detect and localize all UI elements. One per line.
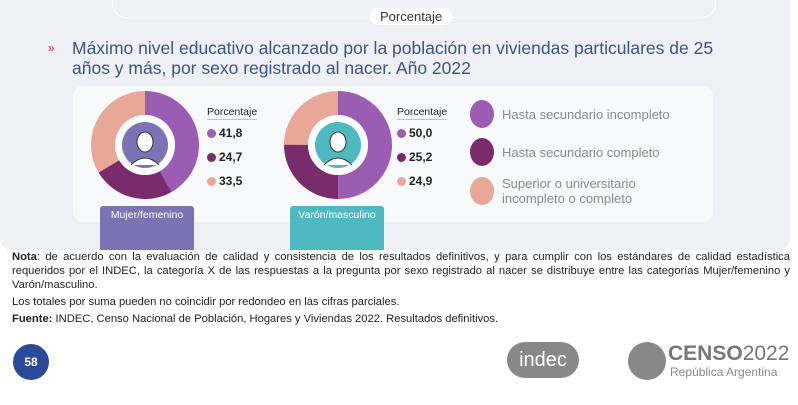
donut-slice (98, 160, 172, 199)
indec-logo: indec (507, 342, 579, 378)
data-label: 41,8 (219, 126, 243, 140)
chart-title-text: Máximo nivel educativo alcanzado por la … (72, 38, 714, 78)
legend: Hasta secundario incompleto Hasta secund… (470, 100, 677, 216)
totales-note: Los totales por suma pueden no coincidir… (12, 296, 400, 308)
nota-text: : de acuerdo con la evaluación de calida… (12, 251, 790, 291)
legend-dot (397, 129, 406, 138)
legend-dot (207, 129, 216, 138)
legend-label: Hasta secundario incompleto (502, 106, 670, 122)
legend-dot (397, 153, 406, 162)
legend-item: Superior o universitario incompleto o co… (470, 176, 677, 206)
face-icon (329, 131, 347, 153)
legend-dot (207, 153, 216, 162)
values-header: Porcentaje (207, 106, 258, 120)
legend-label: Superior o universitario incompleto o co… (502, 176, 636, 206)
censo-text: CENSO (668, 342, 743, 365)
data-label: 33,5 (219, 174, 243, 188)
double-chevron-icon: » (48, 41, 55, 55)
legend-item: Hasta secundario completo (470, 138, 677, 166)
mujer-label-bar: Mujer/femenino (100, 206, 194, 250)
donut-varon (284, 91, 392, 199)
nota-label: Nota (12, 251, 37, 263)
donut-mujer (91, 91, 199, 199)
shoulders-icon (323, 157, 353, 166)
porcentaje-header: Porcentaje (370, 8, 453, 25)
donut-slice (338, 91, 392, 199)
legend-item: Hasta secundario incompleto (470, 100, 677, 128)
censo-logo-icon (628, 342, 666, 380)
donut-slice (284, 144, 339, 199)
varon-label-bar: Varón/masculino (290, 206, 384, 250)
legend-swatch (470, 177, 494, 205)
data-label: 50,0 (409, 126, 433, 140)
shoulders-icon (130, 157, 160, 166)
data-label: 24,7 (219, 150, 243, 164)
face-icon (136, 131, 154, 153)
fuente-label: Fuente: (12, 313, 53, 325)
values-header: Porcentaje (397, 106, 448, 120)
values-varon: Porcentaje 50,0 25,2 24,9 (397, 106, 448, 198)
donut-slice (284, 91, 338, 145)
legend-swatch (470, 100, 494, 128)
donut-slice (145, 91, 199, 192)
legend-swatch (470, 138, 494, 166)
page-number: 58 (13, 344, 49, 380)
censo-year: 2022 (742, 342, 790, 365)
legend-dot (207, 177, 216, 186)
fuente-text: INDEC, Censo Nacional de Población, Hoga… (52, 313, 499, 325)
notes: Nota: de acuerdo con la evaluación de ca… (12, 250, 790, 329)
legend-dot (397, 177, 406, 186)
legend-label: Hasta secundario completo (502, 144, 660, 160)
data-label: 24,9 (409, 174, 433, 188)
values-mujer: Porcentaje 41,8 24,7 33,5 (207, 106, 258, 198)
censo-subtitle: República Argentina (670, 365, 778, 379)
data-label: 25,2 (409, 150, 433, 164)
donut-slice (91, 91, 145, 173)
